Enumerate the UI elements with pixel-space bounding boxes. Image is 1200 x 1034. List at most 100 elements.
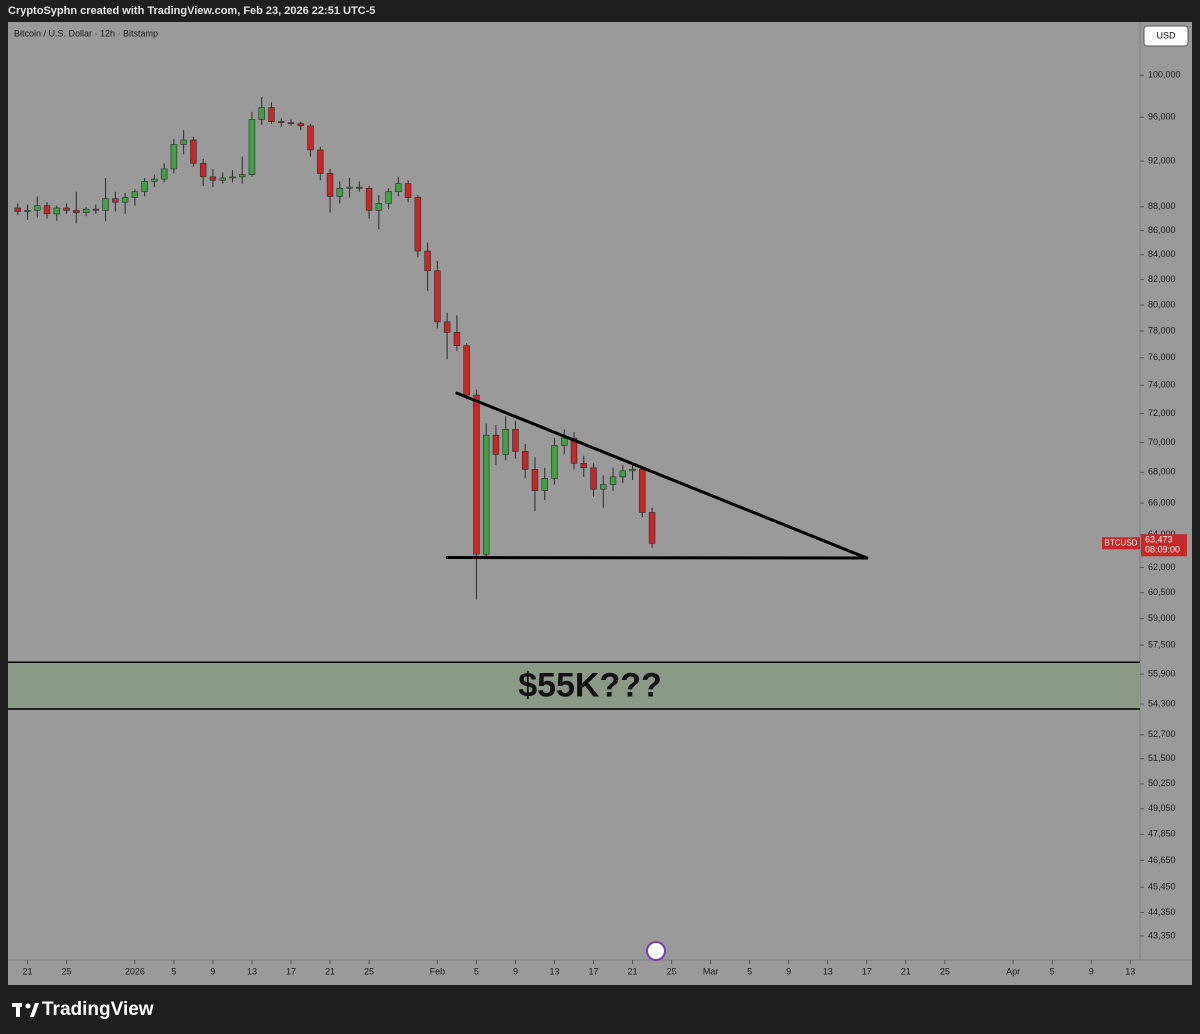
x-tick-label: 13: [247, 966, 257, 976]
candle-body: [356, 186, 363, 189]
x-tick-label: 17: [862, 966, 872, 976]
candle-body: [43, 205, 51, 215]
y-tick-label: 72,000: [1148, 408, 1176, 418]
candle-body: [541, 478, 548, 491]
x-tick-label: 25: [62, 966, 72, 976]
candle-body: [570, 437, 578, 464]
candle-body: [561, 437, 568, 446]
y-tick-label: 76,000: [1148, 352, 1176, 362]
candle-body: [600, 484, 607, 490]
candle-body: [492, 434, 500, 455]
x-tick-label: 5: [747, 966, 752, 976]
y-tick-label: 43,350: [1148, 930, 1176, 940]
candle-body: [287, 122, 295, 124]
candle-body: [453, 332, 461, 346]
candle-body: [53, 207, 61, 215]
y-tick-label: 49,050: [1148, 803, 1176, 813]
candle-body: [24, 210, 31, 212]
y-tick-label: 96,000: [1148, 112, 1176, 122]
y-tick-label: 70,000: [1148, 437, 1176, 447]
y-tick-label: 45,450: [1148, 882, 1176, 892]
x-tick-label: 21: [628, 966, 638, 976]
candle-body: [229, 176, 236, 179]
y-tick-label: 86,000: [1148, 225, 1176, 235]
x-tick-label: Feb: [430, 966, 446, 976]
event-icon[interactable]: [646, 941, 666, 961]
chart-panel: [8, 22, 1192, 985]
candle-body: [326, 173, 334, 197]
candle-body: [502, 429, 509, 455]
candle-body: [151, 178, 158, 182]
candle-body: [82, 208, 90, 213]
candle-body: [346, 186, 353, 189]
x-tick-label: Apr: [1006, 966, 1020, 976]
candle-body: [92, 208, 100, 211]
x-tick-label: 5: [474, 966, 479, 976]
candle-body: [648, 512, 656, 544]
candle-body: [365, 187, 373, 211]
candle-body: [190, 139, 197, 164]
x-tick-label: 9: [210, 966, 215, 976]
zone-label: $55K???: [518, 667, 662, 705]
candle-body: [619, 470, 627, 478]
candle-body: [414, 197, 422, 252]
x-tick-label: 13: [823, 966, 833, 976]
y-tick-label: 51,500: [1148, 753, 1176, 763]
candle-body: [73, 210, 80, 213]
x-tick-label: 9: [513, 966, 518, 976]
candle-body: [385, 191, 392, 204]
y-tick-label: 60,500: [1148, 587, 1176, 597]
candle-body: [102, 198, 109, 211]
candle-body: [512, 429, 519, 452]
candle-body: [434, 270, 441, 323]
candle-body: [199, 162, 207, 178]
candle-body: [639, 469, 646, 513]
x-tick-label: 9: [786, 966, 791, 976]
x-tick-label: Mar: [703, 966, 719, 976]
y-tick-label: 55,900: [1148, 669, 1176, 679]
candle-body: [482, 434, 490, 555]
candle-body: [160, 168, 168, 180]
y-tick-label: 82,000: [1148, 274, 1176, 284]
candle-body: [180, 139, 187, 145]
candle-body: [424, 250, 431, 272]
x-tick-label: 17: [589, 966, 599, 976]
y-tick-label: 66,000: [1148, 497, 1176, 507]
y-tick-label: 100,000: [1148, 70, 1181, 80]
brand-logo: [12, 1003, 39, 1017]
x-tick-label: 25: [667, 966, 677, 976]
candle-body: [473, 394, 480, 555]
y-tick-label: 78,000: [1148, 325, 1176, 335]
x-tick-label: 25: [940, 966, 950, 976]
y-tick-label: 62,000: [1148, 562, 1176, 572]
currency-button[interactable]: [1143, 25, 1189, 47]
candle-body: [590, 467, 597, 490]
brand: TradingView: [42, 999, 154, 1020]
candle-body: [521, 451, 529, 470]
candle-body: [307, 125, 314, 151]
y-tick-label: 54,300: [1148, 698, 1176, 708]
candle-body: [268, 107, 275, 122]
candle-body: [131, 191, 139, 198]
candle-body: [317, 149, 324, 174]
x-tick-label: 21: [325, 966, 335, 976]
y-tick-label: 68,000: [1148, 467, 1176, 477]
x-tick-label: 9: [1089, 966, 1094, 976]
candle-body: [404, 183, 412, 198]
candle-body: [238, 174, 246, 178]
plot: $55K???: [8, 97, 1140, 710]
x-tick-label: 21: [901, 966, 911, 976]
candle-body: [141, 181, 148, 193]
x-tick-label: 5: [1050, 966, 1055, 976]
candle-body: [297, 123, 304, 127]
candle-body: [609, 476, 617, 485]
currency-label[interactable]: USD: [1156, 30, 1176, 40]
y-tick-label: 59,000: [1148, 613, 1176, 623]
candle-body: [463, 345, 470, 396]
last-price-box: [1141, 534, 1187, 557]
x-tick-label: 21: [23, 966, 33, 976]
candle-body: [375, 203, 383, 211]
candle-body: [170, 144, 178, 170]
candle-body: [629, 469, 636, 472]
